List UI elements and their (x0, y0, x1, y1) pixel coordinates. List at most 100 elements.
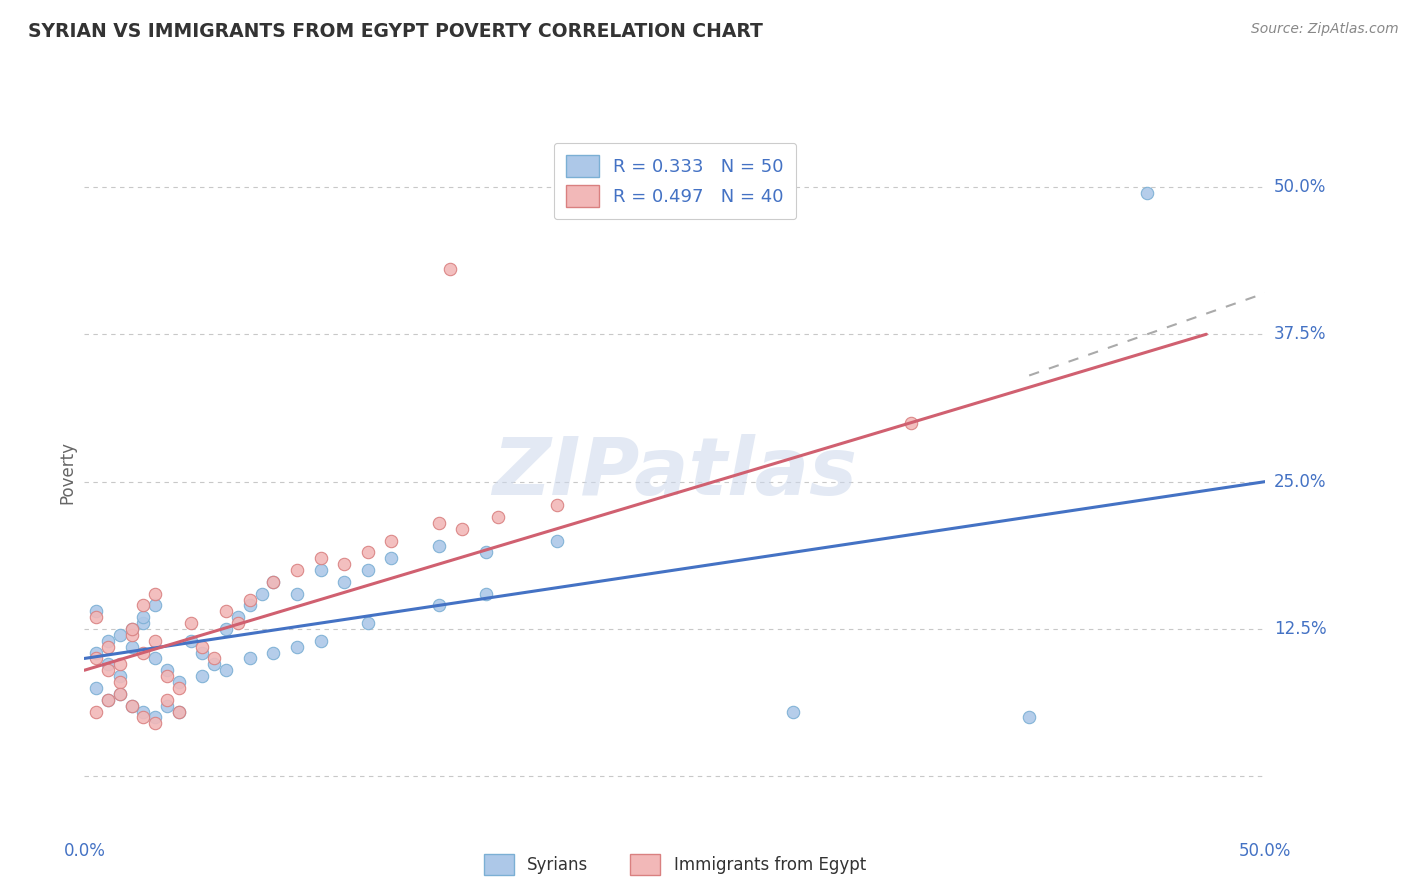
Point (143, 710, 166, 724)
Point (97, 640, 120, 654)
Text: 50.0%: 50.0% (1274, 178, 1326, 196)
Point (108, 669, 131, 683)
Point (262, 574, 284, 589)
Point (121, 640, 143, 654)
Legend: Syrians, Immigrants from Egypt: Syrians, Immigrants from Egypt (477, 847, 873, 881)
Point (84, 651, 107, 665)
Point (180, 616, 202, 631)
Point (226, 610, 249, 624)
Y-axis label: Poverty: Poverty (58, 442, 76, 504)
Point (475, 545, 498, 559)
Point (97, 633, 120, 648)
Point (357, 616, 380, 631)
Text: 0.0%: 0.0% (63, 842, 105, 860)
Text: 50.0%: 50.0% (1239, 842, 1292, 860)
Point (132, 599, 155, 613)
Point (226, 616, 249, 631)
Point (191, 646, 214, 660)
Point (309, 633, 332, 648)
Point (486, 510, 509, 524)
Text: Source: ZipAtlas.com: Source: ZipAtlas.com (1251, 22, 1399, 37)
Point (215, 663, 238, 677)
Point (121, 628, 143, 642)
Text: 12.5%: 12.5% (1274, 620, 1326, 638)
Point (84, 646, 107, 660)
Point (439, 262, 461, 277)
Point (167, 705, 190, 719)
Point (121, 698, 143, 713)
Point (167, 675, 190, 690)
Point (132, 646, 155, 660)
Point (121, 622, 143, 636)
Point (380, 551, 402, 566)
Point (84, 610, 107, 624)
Point (262, 646, 284, 660)
Text: ZIPatlas: ZIPatlas (492, 434, 858, 512)
Point (546, 498, 568, 512)
Point (143, 586, 166, 600)
Point (357, 563, 380, 577)
Point (132, 610, 155, 624)
Point (427, 540, 450, 554)
Point (427, 516, 450, 530)
Point (191, 669, 214, 683)
Point (97, 692, 120, 706)
Point (215, 604, 238, 618)
Point (180, 633, 202, 648)
Point (250, 586, 273, 600)
Point (1136, 186, 1159, 200)
Point (202, 657, 225, 672)
Point (156, 663, 179, 677)
Point (143, 651, 166, 665)
Point (84, 604, 107, 618)
Point (108, 687, 131, 701)
Point (333, 557, 356, 571)
Text: SYRIAN VS IMMIGRANTS FROM EGYPT POVERTY CORRELATION CHART: SYRIAN VS IMMIGRANTS FROM EGYPT POVERTY … (28, 22, 763, 41)
Point (215, 622, 238, 636)
Point (1018, 710, 1040, 724)
Point (156, 669, 179, 683)
Point (97, 692, 120, 706)
Point (143, 633, 166, 648)
Point (108, 687, 131, 701)
Point (333, 574, 356, 589)
Point (202, 651, 225, 665)
Point (156, 692, 179, 706)
Point (380, 533, 402, 548)
Point (156, 698, 179, 713)
Point (239, 599, 262, 613)
Point (239, 651, 262, 665)
Point (132, 616, 155, 631)
Point (108, 628, 131, 642)
Point (108, 675, 131, 690)
Text: 37.5%: 37.5% (1274, 326, 1326, 343)
Point (143, 716, 166, 731)
Point (167, 681, 190, 695)
Point (900, 416, 922, 430)
Point (262, 574, 284, 589)
Point (132, 710, 155, 724)
Point (239, 592, 262, 607)
Point (475, 586, 498, 600)
Point (451, 522, 474, 536)
Point (309, 563, 332, 577)
Point (84, 705, 107, 719)
Text: 25.0%: 25.0% (1274, 473, 1326, 491)
Point (84, 681, 107, 695)
Point (285, 586, 308, 600)
Point (97, 663, 120, 677)
Point (132, 705, 155, 719)
Point (167, 705, 190, 719)
Point (97, 657, 120, 672)
Point (285, 640, 308, 654)
Point (143, 599, 166, 613)
Point (357, 545, 380, 559)
Point (782, 705, 804, 719)
Point (108, 657, 131, 672)
Point (309, 551, 332, 566)
Point (191, 640, 214, 654)
Point (121, 698, 143, 713)
Point (546, 533, 568, 548)
Point (427, 599, 450, 613)
Point (121, 622, 143, 636)
